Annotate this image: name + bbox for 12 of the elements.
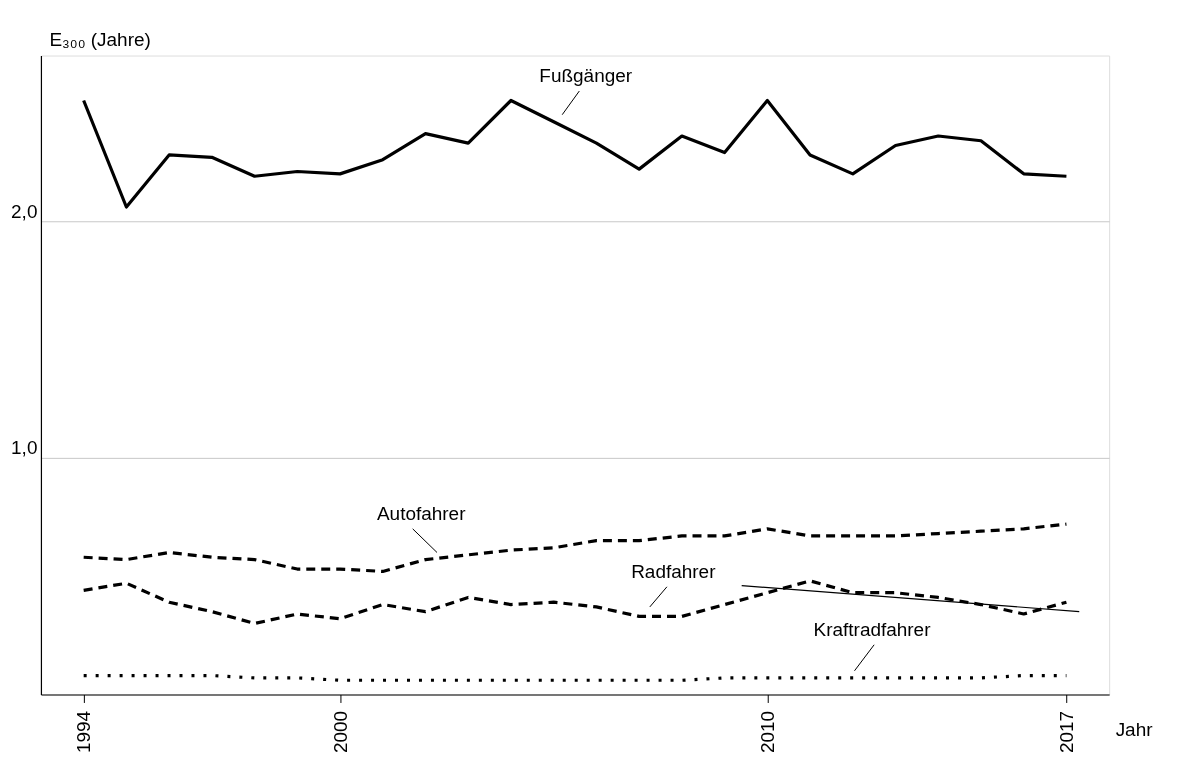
series-label: Radfahrer — [631, 561, 716, 583]
x-tick-label: 2000 — [329, 710, 351, 754]
y-tick-label: 1,0 — [11, 437, 38, 459]
y-axis-title: E₃₀₀ (Jahre) — [49, 29, 151, 51]
series-label: Autofahrer — [376, 503, 466, 525]
y-tick-label: 2,0 — [11, 200, 38, 222]
x-axis-title: Jahr — [1115, 718, 1153, 740]
x-tick-label: 2017 — [1055, 710, 1077, 754]
x-tick-label: 2010 — [756, 710, 778, 754]
series-label: Kraftradfahrer — [813, 619, 931, 641]
x-tick-label: 1994 — [73, 710, 95, 754]
series-label: Fußgänger — [539, 65, 633, 87]
